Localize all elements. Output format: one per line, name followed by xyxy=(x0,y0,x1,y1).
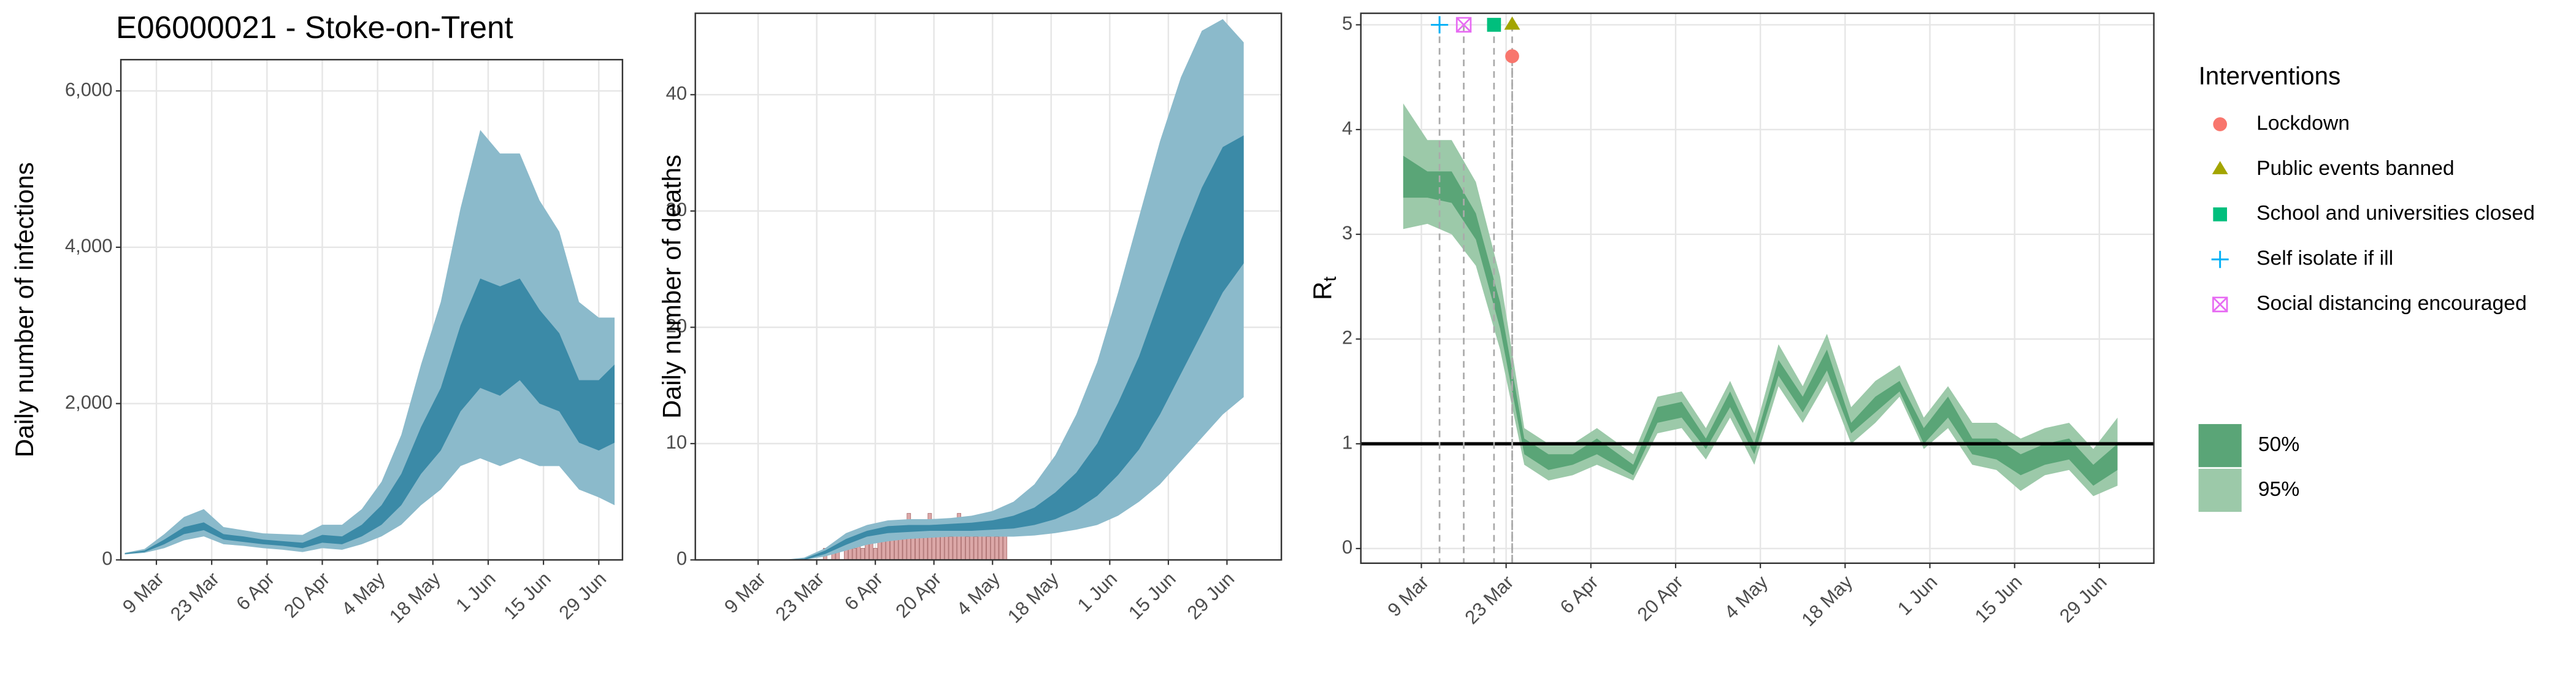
legend-label: Self isolate if ill xyxy=(2256,247,2393,270)
panel-border xyxy=(694,12,1282,561)
legend-marker xyxy=(2211,250,2229,268)
intervention-marker xyxy=(1487,18,1501,32)
legend-marker xyxy=(2213,117,2228,131)
y-tick-label: 0 xyxy=(1342,536,1352,558)
death-bar xyxy=(911,536,915,560)
y-tick-label: 30 xyxy=(666,199,688,220)
death-bar xyxy=(852,548,857,560)
legend-marker xyxy=(2212,161,2228,174)
y-tick-label: 10 xyxy=(666,431,688,453)
death-bar xyxy=(902,536,907,560)
y-axis-label: Rt xyxy=(1308,276,1340,300)
panel-border xyxy=(120,59,624,561)
death-bar xyxy=(923,536,928,560)
legend-label: Lockdown xyxy=(2256,111,2350,134)
intervention-marker xyxy=(1505,49,1519,63)
legend-label: Social distancing encouraged xyxy=(2256,291,2527,315)
y-tick-label: 0 xyxy=(677,548,687,569)
y-tick-label: 4,000 xyxy=(65,235,113,257)
y-axis-label: Daily number of infections xyxy=(10,162,39,457)
death-bar xyxy=(994,536,999,560)
legend-label: 95% xyxy=(2258,477,2300,501)
legend-label: School and universities closed xyxy=(2256,201,2535,225)
legend-swatch xyxy=(2198,468,2242,512)
title: E06000021 - Stoke-on-Trent xyxy=(116,10,513,45)
y-tick-label: 3 xyxy=(1342,222,1352,244)
legend-swatch xyxy=(2198,424,2242,468)
legend-marker xyxy=(2212,296,2228,312)
death-bar xyxy=(936,536,940,560)
death-bar xyxy=(948,536,953,560)
y-axis-label-text: Daily number of deaths xyxy=(657,155,686,419)
death-bar xyxy=(848,548,853,560)
ribbon xyxy=(125,129,615,555)
death-bar xyxy=(986,536,991,560)
y-tick-label: 40 xyxy=(666,83,688,104)
legend-title: Interventions xyxy=(2199,62,2341,90)
y-tick-label: 0 xyxy=(102,548,112,569)
death-bar xyxy=(873,548,878,560)
intervention-marker xyxy=(1504,16,1520,30)
legend-label: Public events banned xyxy=(2256,156,2455,180)
y-tick-label: 20 xyxy=(666,315,688,337)
y-axis-label: Daily number of deaths xyxy=(657,155,686,419)
y-tick-label: 6,000 xyxy=(65,79,113,100)
y-tick-label: 5 xyxy=(1342,13,1352,34)
legend-marker xyxy=(2213,207,2228,222)
death-bar xyxy=(965,536,970,560)
y-tick-label: 4 xyxy=(1342,117,1352,139)
legend-label: 50% xyxy=(2258,433,2300,456)
ribbon xyxy=(125,278,615,554)
panel-border xyxy=(1360,12,2155,565)
death-bar xyxy=(861,548,865,560)
ribbon xyxy=(1403,155,2118,486)
intervention-marker xyxy=(1455,17,1472,33)
y-tick-label: 2,000 xyxy=(65,392,113,413)
y-tick-label: 1 xyxy=(1342,431,1352,453)
y-axis-label-text: Daily number of infections xyxy=(10,162,39,457)
death-bar xyxy=(973,536,978,560)
y-axis-label-text: R xyxy=(1308,282,1336,300)
y-axis-label-sub: t xyxy=(1320,276,1340,282)
ribbon xyxy=(783,135,1244,560)
y-tick-label: 2 xyxy=(1342,327,1352,349)
intervention-marker xyxy=(1431,16,1449,34)
